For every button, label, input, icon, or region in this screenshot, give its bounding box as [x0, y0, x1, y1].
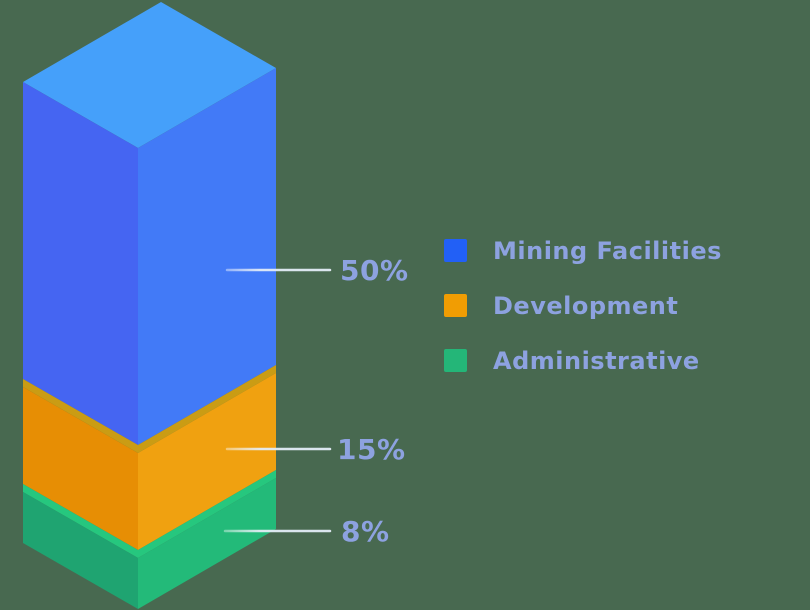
bar-segment-development — [23, 365, 276, 550]
legend-label-development: Development — [493, 291, 679, 320]
legend-swatch-orange-icon — [444, 294, 467, 317]
administrative-top-rim-right — [138, 470, 276, 558]
administrative-top-rim-left — [23, 484, 138, 558]
bar-segment-mining-facilities — [23, 2, 276, 445]
callout-value-development: 15% — [337, 433, 406, 466]
administrative-right-face — [138, 478, 276, 609]
legend-swatch-blue-rect — [444, 239, 467, 262]
legend-swatch-green-rect — [444, 349, 467, 372]
legend-swatch-green-icon — [444, 349, 467, 372]
development-left-face — [23, 387, 138, 550]
legend-item-development: Development — [444, 291, 722, 320]
mining-facilities-left-face — [23, 82, 138, 445]
legend-swatch-blue-icon — [444, 239, 467, 262]
legend-swatch-orange-rect — [444, 294, 467, 317]
callouts: 50% 15% 8% — [223, 254, 409, 548]
legend: Mining Facilities Development Administra… — [444, 236, 722, 404]
stacked-bar — [23, 2, 276, 609]
legend-item-mining-facilities: Mining Facilities — [444, 236, 722, 265]
administrative-left-face — [23, 492, 138, 609]
development-top-rim-left — [23, 379, 138, 453]
legend-label-administrative: Administrative — [493, 346, 700, 375]
callout-value-mining-facilities: 50% — [340, 254, 409, 287]
mining-facilities-right-face — [138, 68, 276, 445]
bar-segment-administrative — [23, 470, 276, 609]
mining-facilities-top-face — [23, 2, 276, 148]
development-right-face — [138, 373, 276, 550]
callout-value-administrative: 8% — [341, 515, 390, 548]
development-top-rim-right — [138, 365, 276, 453]
legend-label-mining-facilities: Mining Facilities — [493, 236, 722, 265]
legend-item-administrative: Administrative — [444, 346, 722, 375]
